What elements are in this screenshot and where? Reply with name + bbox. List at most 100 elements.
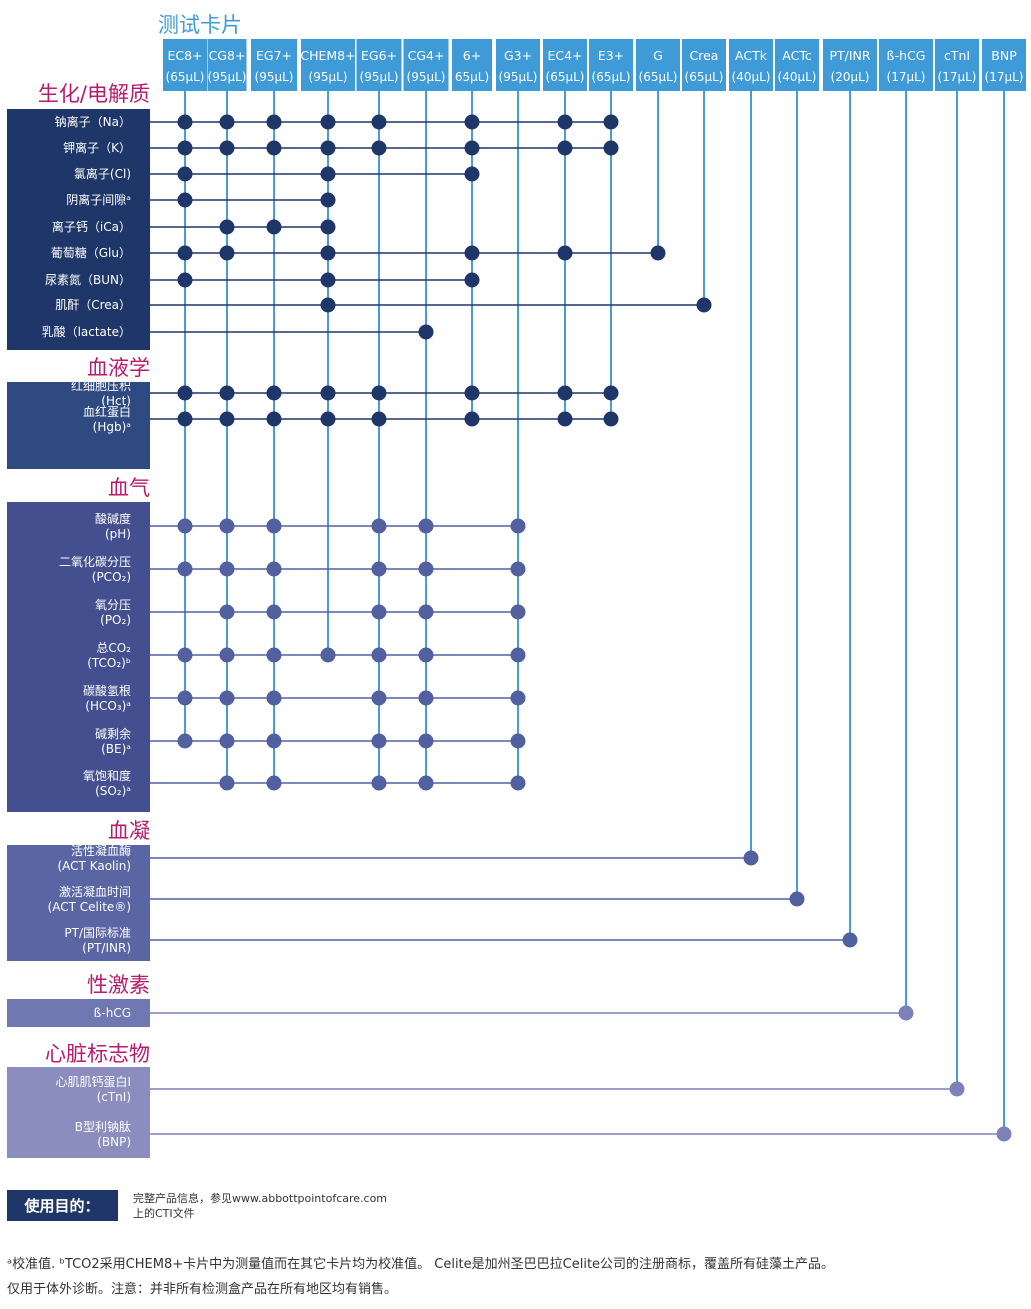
test-dot-EG7	[266, 114, 282, 130]
row-label: 酸碱度	[95, 511, 131, 526]
test-dot-6P	[464, 272, 480, 288]
cartridge-name: E3+	[598, 48, 624, 63]
test-dot-CG8	[219, 219, 235, 235]
test-dot-CG8	[219, 114, 235, 130]
cartridge-header-E3: E3+ (65μL)	[589, 39, 633, 91]
row-label: 总CO₂	[96, 641, 131, 655]
test-dot-6P	[464, 166, 480, 182]
test-dot-CG4	[418, 518, 434, 534]
test-dot-6P	[464, 114, 480, 130]
row-lines	[150, 121, 1004, 1135]
cartridge-name: EG7+	[256, 48, 292, 63]
test-dot-BNP	[996, 1126, 1012, 1142]
cartridge-header-box	[207, 39, 247, 91]
cartridge-header-box	[682, 39, 726, 91]
cartridge-header-box	[935, 39, 979, 91]
test-dot-EC8	[177, 245, 193, 261]
section-title: 心脏标志物	[45, 1042, 150, 1066]
cartridge-volume: (95μL)	[499, 70, 538, 84]
cartridge-name: CG8+	[209, 48, 246, 63]
cartridge-header-box	[163, 39, 207, 91]
cartridge-header-box	[729, 39, 773, 91]
test-dot-EC8	[177, 114, 193, 130]
section-title: 血气	[108, 476, 150, 500]
test-dot-EG6	[371, 733, 387, 749]
row-label: 离子钙（iCa）	[52, 219, 131, 234]
cartridge-volume: (17μL)	[938, 70, 977, 84]
test-dot-CG8	[219, 647, 235, 663]
test-dot-CHEM8	[320, 272, 336, 288]
test-dot-G	[650, 245, 666, 261]
cartridge-header-box	[452, 39, 492, 91]
test-dot-CG8	[219, 518, 235, 534]
test-dot-CG8	[219, 775, 235, 791]
test-dot-CHEM8	[320, 114, 336, 130]
test-dot-hCG	[898, 1005, 914, 1021]
test-dots	[177, 114, 1012, 1142]
row-label: 钠离子（Na）	[55, 114, 131, 129]
row-label: (ACT Kaolin)	[57, 859, 131, 873]
test-dot-E3	[603, 140, 619, 156]
row-label: (pH)	[105, 527, 131, 541]
cartridge-volume: (95μL)	[255, 70, 294, 84]
cartridge-header-EG7: EG7+ (95μL)	[251, 39, 297, 91]
cartridge-volume: (95μL)	[208, 70, 247, 84]
cartridge-volume: (65μL)	[546, 70, 585, 84]
cartridge-header-BNP: BNP (17μL)	[982, 39, 1026, 91]
cartridge-header-box	[636, 39, 680, 91]
cartridge-name: cTnI	[944, 48, 970, 63]
section-box	[7, 502, 150, 812]
chart-title: 测试卡片	[158, 13, 242, 37]
test-dot-EC4	[557, 385, 573, 401]
test-dot-EC8	[177, 518, 193, 534]
cartridge-header-box	[356, 39, 402, 91]
section-box	[7, 1067, 150, 1158]
cartridge-header-hCG: ß-hCG (17μL)	[879, 39, 933, 91]
test-dot-G3	[510, 647, 526, 663]
test-dot-ACTc	[789, 891, 805, 907]
row-label: 肌酐（Crea）	[55, 298, 131, 312]
cartridge-name: ACTc	[782, 48, 812, 63]
test-dot-6P	[464, 411, 480, 427]
row-label: (TCO₂)ᵇ	[87, 656, 131, 670]
test-dot-EG7	[266, 647, 282, 663]
row-label: 乳酸（lactate）	[42, 324, 131, 339]
test-dot-EC8	[177, 690, 193, 706]
row-label: 碱剩余	[95, 726, 131, 741]
test-dot-CG8	[219, 604, 235, 620]
test-dot-Crea	[696, 297, 712, 313]
test-dot-EG6	[371, 114, 387, 130]
test-dot-EG7	[266, 140, 282, 156]
row-label: (Hct)	[101, 394, 131, 408]
test-dot-CHEM8	[320, 297, 336, 313]
cartridge-name: G3+	[504, 48, 532, 63]
cartridge-volume: (65μL)	[592, 70, 631, 84]
row-label: (cTnI)	[97, 1090, 131, 1104]
test-dot-EG7	[266, 219, 282, 235]
intended-use-box	[7, 1190, 118, 1221]
row-label: ß-hCG	[94, 1006, 131, 1020]
test-dot-EC8	[177, 647, 193, 663]
cartridge-name: CHEM8+	[300, 48, 355, 63]
cartridge-header-box	[543, 39, 587, 91]
section-box	[7, 109, 150, 350]
test-dot-EG6	[371, 775, 387, 791]
cartridge-name: PT/INR	[829, 48, 870, 63]
cartridge-header-G: G (65μL)	[636, 39, 680, 91]
test-dot-CG8	[219, 245, 235, 261]
row-label: 心肌肌钙蛋白I	[55, 1074, 131, 1089]
test-dot-E3	[603, 114, 619, 130]
test-dot-EG7	[266, 518, 282, 534]
cartridge-header-box	[589, 39, 633, 91]
test-dot-EG6	[371, 690, 387, 706]
test-dot-G3	[510, 604, 526, 620]
cartridge-volume: (65μL)	[685, 70, 724, 84]
footnote-2: 仅用于体外诊断。注意：并非所有检测盒产品在所有地区均有销售。	[7, 1282, 398, 1297]
test-dot-CG8	[219, 733, 235, 749]
row-label: B型利钠肽	[75, 1119, 131, 1134]
cartridge-header-box	[775, 39, 819, 91]
test-dot-EC4	[557, 245, 573, 261]
